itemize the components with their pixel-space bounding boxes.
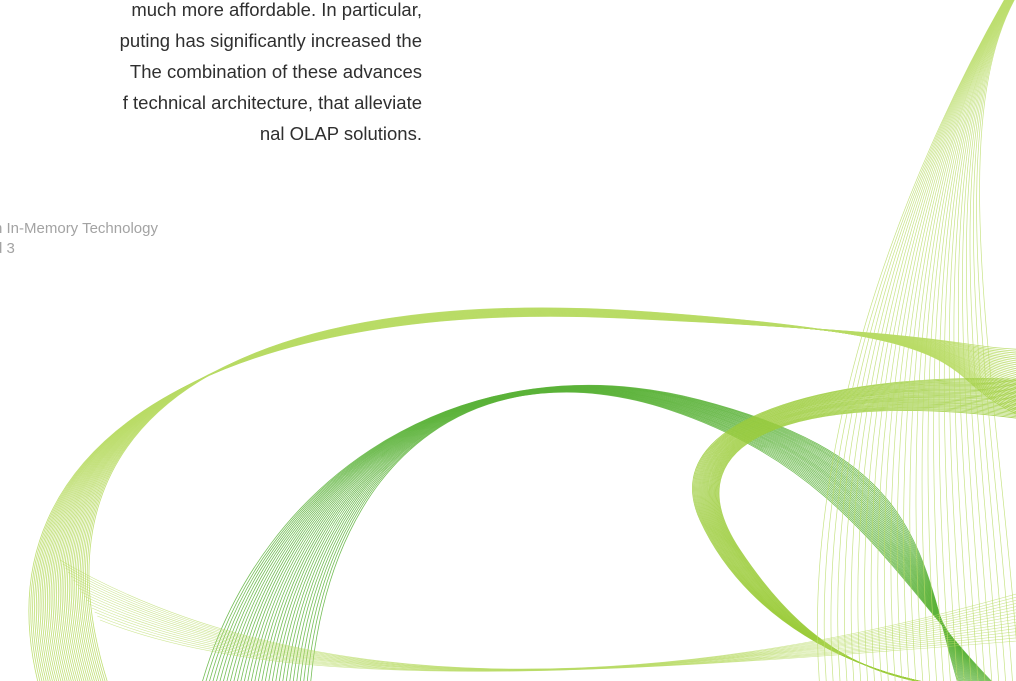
swirl-strand	[933, 0, 1011, 681]
swirl-strand	[59, 311, 1016, 681]
swirl-strand	[99, 619, 1016, 672]
swirl-strand	[857, 0, 1007, 681]
swirl-strand	[976, 0, 1015, 681]
body-line: much more affordable. In particular,	[131, 0, 422, 20]
swirl-strand	[844, 0, 1007, 681]
swirl-strand	[850, 0, 1007, 681]
body-paragraph: much more affordable. In particular, put…	[0, 0, 422, 149]
swirl-strand	[94, 611, 1016, 672]
swirl-strand	[67, 571, 1016, 670]
swirl-strand	[896, 0, 1009, 681]
swirl-strand	[830, 0, 1006, 681]
swirl-strand	[36, 314, 1016, 681]
swirl-strand	[938, 0, 1012, 681]
swirl-strand	[70, 575, 1016, 670]
swirl-strand	[34, 315, 1016, 681]
swirl-strand	[261, 388, 977, 681]
swirl-strand	[279, 389, 983, 681]
swirl-strand	[903, 0, 1010, 681]
swirl-strand	[258, 388, 976, 681]
swirl-strand	[275, 389, 982, 681]
swirl-strand	[953, 0, 1013, 681]
swirl-strand	[957, 0, 1013, 681]
swirl-strand	[286, 390, 985, 681]
swirl-strand	[837, 0, 1006, 681]
swirl-strand	[943, 0, 1012, 681]
swirl-strand	[969, 0, 1014, 681]
swirl-strand	[233, 387, 968, 681]
caption-line: n In-Memory Technology	[0, 220, 158, 237]
swirl-strand	[927, 0, 1011, 681]
swirl-strand	[70, 310, 1016, 681]
swirl-strand	[289, 390, 986, 681]
swirl-strand	[83, 595, 1016, 671]
swirl-strand	[75, 583, 1016, 671]
swirl-strand	[877, 0, 1008, 681]
swirl-strand	[310, 391, 992, 681]
swirl-strand	[948, 0, 1013, 681]
swirl-strand	[712, 401, 1016, 681]
swirl-strand	[909, 0, 1010, 681]
swirl-strand	[65, 567, 1016, 670]
swirl-strand	[293, 390, 987, 681]
swirl-strand	[962, 0, 1014, 681]
swirl-strand	[254, 388, 975, 681]
swirl-strand	[73, 579, 1016, 670]
body-line: nal OLAP solutions.	[259, 123, 422, 144]
swirl-inner-arc	[202, 385, 992, 681]
swirl-strand	[973, 0, 1015, 681]
swirl-strand	[81, 591, 1016, 671]
swirl-strand	[717, 409, 1016, 681]
swirl-strand	[966, 0, 1014, 681]
swirl-strand	[890, 0, 1009, 681]
swirl-strand	[303, 391, 990, 681]
swirl-strand	[209, 385, 961, 681]
swirl-strand	[265, 389, 978, 681]
swirl-strand	[205, 385, 959, 681]
swirl-strand	[921, 0, 1011, 681]
swirl-strand	[247, 388, 973, 681]
swirl-strand	[915, 0, 1010, 681]
swirl-top-right	[817, 0, 1016, 681]
swirl-strand	[88, 307, 1016, 681]
source-caption: n In-Memory Technology d 3	[0, 219, 158, 259]
swirl-strand	[883, 0, 1009, 681]
caption-line: d 3	[0, 240, 15, 257]
swirl-strand	[817, 0, 1005, 681]
swirl-strand	[870, 0, 1008, 681]
body-line: f technical architecture, that alleviate	[122, 92, 422, 113]
swirl-strand	[272, 389, 981, 681]
body-line: puting has significantly increased the	[119, 30, 422, 51]
swirl-strand	[296, 390, 988, 681]
swirl-strand	[864, 0, 1008, 681]
swirl-right-loop	[692, 378, 1016, 681]
body-line: The combination of these advances	[129, 61, 422, 82]
swirl-strand	[307, 391, 991, 681]
swirl-strand	[251, 388, 974, 681]
swirl-strand	[85, 308, 1016, 681]
swirl-strand	[979, 0, 1016, 641]
swirl-strand	[300, 391, 989, 681]
swirl-strand	[823, 0, 1006, 681]
swirl-strand	[268, 389, 979, 681]
swirl-strand	[718, 410, 1016, 681]
swirl-strand	[223, 386, 965, 681]
swirl-bottom-sweep	[59, 559, 1016, 672]
